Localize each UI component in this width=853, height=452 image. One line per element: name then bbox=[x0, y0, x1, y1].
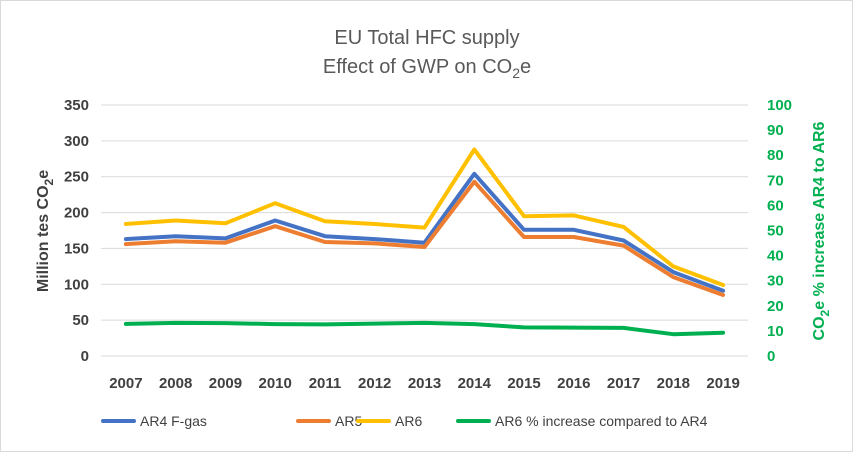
series-lines bbox=[123, 147, 726, 337]
chart-title-line-1: EU Total HFC supply bbox=[334, 27, 519, 49]
right-y-tick-label: 20 bbox=[767, 298, 784, 315]
x-tick-label: 2019 bbox=[706, 375, 739, 392]
x-tick-label: 2009 bbox=[209, 375, 242, 392]
left-y-axis-ticks: 0 50 100 150 200 250 300 350 bbox=[64, 97, 89, 365]
left-y-tick-label: 50 bbox=[72, 312, 89, 329]
left-y-axis-title-end: e bbox=[35, 170, 52, 179]
left-y-tick-label: 150 bbox=[64, 240, 89, 257]
chart-title-line-2-subscript: 2 bbox=[512, 65, 520, 81]
x-tick-label: 2016 bbox=[557, 375, 590, 392]
chart-title-line-2: Effect of GWP on CO2e bbox=[323, 56, 531, 81]
right-y-tick-label: 50 bbox=[767, 223, 784, 240]
legend-label: AR5 bbox=[335, 413, 362, 429]
x-tick-label: 2013 bbox=[408, 375, 441, 392]
series-line-1 bbox=[123, 171, 726, 293]
legend: AR4 F-gas AR5 AR6 AR6 % increase compared t… bbox=[101, 413, 708, 429]
left-y-tick-label: 250 bbox=[64, 169, 89, 186]
series-line-3 bbox=[123, 147, 726, 287]
x-tick-label: 2011 bbox=[309, 375, 342, 392]
legend-label: AR6 bbox=[395, 413, 422, 429]
x-tick-label: 2008 bbox=[159, 375, 192, 392]
x-tick-label: 2012 bbox=[358, 375, 391, 392]
right-y-axis-title: CO2e % increase AR4 to AR6 bbox=[811, 121, 832, 340]
right-y-axis-ticks: 0 10 20 30 40 50 60 70 80 90 100 bbox=[767, 97, 792, 365]
right-y-tick-label: 70 bbox=[767, 172, 784, 189]
left-y-axis-title-subscript: 2 bbox=[42, 178, 56, 185]
right-y-tick-label: 90 bbox=[767, 122, 784, 139]
right-y-tick-label: 80 bbox=[767, 147, 784, 164]
chart-title-line-2-main: Effect of GWP on CO bbox=[323, 56, 512, 78]
right-y-tick-label: 0 bbox=[767, 348, 775, 365]
right-y-tick-label: 30 bbox=[767, 273, 784, 290]
right-y-tick-label: 100 bbox=[767, 97, 792, 114]
legend-label: AR4 F-gas bbox=[140, 413, 207, 429]
x-tick-label: 2007 bbox=[109, 375, 142, 392]
x-axis-ticks: 2007 2008 2009 2010 2011 2012 2013 2014 2015 2016… bbox=[109, 375, 740, 392]
right-y-axis-title-subscript: 2 bbox=[818, 309, 832, 316]
left-y-tick-label: 0 bbox=[81, 348, 89, 365]
left-y-axis-title-main: Million tes CO bbox=[35, 185, 52, 292]
series-line-4 bbox=[123, 320, 726, 337]
gridlines bbox=[101, 104, 748, 357]
left-y-tick-label: 100 bbox=[64, 276, 89, 293]
left-y-tick-label: 300 bbox=[64, 133, 89, 150]
left-y-tick-label: 200 bbox=[64, 205, 89, 222]
x-tick-label: 2018 bbox=[657, 375, 690, 392]
x-tick-label: 2010 bbox=[259, 375, 292, 392]
right-y-axis-title-pre: CO bbox=[811, 316, 828, 340]
chart-title-line-2-end: e bbox=[520, 56, 531, 78]
right-y-tick-label: 60 bbox=[767, 197, 784, 214]
right-y-axis-title-end: e % increase AR4 to AR6 bbox=[811, 121, 828, 309]
x-tick-label: 2017 bbox=[607, 375, 640, 392]
legend-label: AR6 % increase compared to AR4 bbox=[495, 413, 708, 429]
left-y-tick-label: 350 bbox=[64, 97, 89, 114]
left-y-axis-title: Million tes CO2e bbox=[35, 170, 56, 292]
right-y-tick-label: 40 bbox=[767, 248, 784, 265]
right-y-tick-label: 10 bbox=[767, 323, 784, 340]
series-line-2 bbox=[123, 179, 726, 297]
x-tick-label: 2015 bbox=[507, 375, 540, 392]
x-tick-label: 2014 bbox=[458, 375, 492, 392]
